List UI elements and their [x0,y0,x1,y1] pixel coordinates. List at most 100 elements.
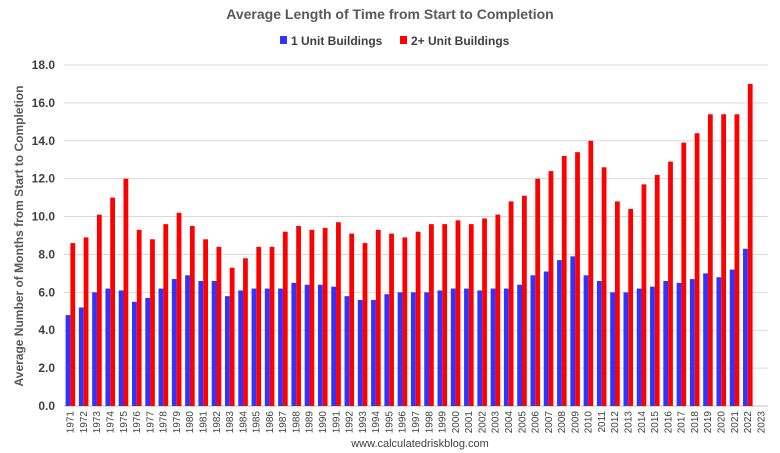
y-tick-label: 4.0 [38,323,55,337]
bar-1-unit [304,284,310,406]
legend-swatch-2plus-unit [400,36,407,44]
x-tick-label: 1996 [398,411,409,434]
legend-label-2plus-unit: 2+ Unit Buildings [411,34,510,48]
x-tick-label: 2013 [624,411,635,434]
x-tick-label: 1991 [331,411,342,434]
x-tick-label: 1984 [238,411,249,434]
x-tick-label: 1974 [105,411,116,434]
bar-2plus-unit [668,161,673,406]
bar-1-unit [570,256,576,406]
bar-2plus-unit [229,267,235,406]
x-axis-ticks: 1971 1972 1973 1974 1975 1976 1977 1978 1979 1980… [66,411,768,434]
x-tick-label: 1983 [225,411,236,434]
bar-1-unit [729,269,735,406]
bar-1-unit [145,298,151,406]
bar-1-unit [663,280,669,406]
legend-swatch-1-unit [280,36,287,44]
bar-1-unit [557,260,562,406]
x-tick-label: 1988 [291,411,302,434]
x-tick-label: 2010 [584,411,595,434]
x-tick-label: 2003 [491,411,502,434]
bar-2plus-unit [429,224,434,406]
x-tick-label: 2018 [690,411,701,434]
x-tick-label: 1998 [424,411,435,434]
bar-2plus-unit [216,246,222,406]
bar-1-unit [118,290,124,406]
bar-2plus-unit [256,246,262,406]
bar-2plus-unit [694,133,700,406]
bar-1-unit [105,288,111,406]
bar-2plus-unit [641,184,647,406]
bar-2plus-unit [402,237,408,406]
bar-2plus-unit [336,222,341,406]
bar-1-unit [530,275,536,406]
y-tick-label: 6.0 [38,285,55,299]
x-tick-label: 1972 [79,411,90,434]
bar-2plus-unit [468,224,474,406]
bar-1-unit [583,275,589,406]
x-tick-label: 1980 [185,411,196,434]
bar-2plus-unit [628,208,634,406]
bar-1-unit [185,275,190,406]
bar-2plus-unit [163,224,169,406]
bar-2plus-unit [548,171,554,406]
bar-2plus-unit [535,178,541,406]
bar-2plus-unit [322,227,328,406]
bar-1-unit [264,288,270,406]
bar-2plus-unit [495,214,501,406]
x-tick-label: 1994 [371,411,382,434]
bars [65,83,753,406]
bar-1-unit [384,294,390,406]
bar-1-unit [676,282,682,406]
bar-2plus-unit [734,114,740,406]
bar-1-unit [92,292,97,406]
bar-2plus-unit [747,83,753,406]
x-tick-label: 1971 [66,411,77,434]
x-tick-label: 2014 [637,411,648,434]
bar-1-unit [636,288,642,406]
bar-1-unit [158,288,164,406]
x-tick-label: 2004 [504,411,515,434]
x-tick-label: 2012 [610,411,621,434]
bar-1-unit [224,296,230,406]
bar-2plus-unit [189,226,195,406]
bar-2plus-unit [614,201,620,406]
bar-2plus-unit [575,152,580,406]
bar-1-unit [517,284,522,406]
bar-2plus-unit [70,243,76,406]
bar-2plus-unit [203,239,208,406]
bar-2plus-unit [654,174,660,406]
x-tick-label: 2001 [464,411,475,434]
bar-2plus-unit [588,140,594,406]
x-tick-label: 2000 [451,411,462,434]
bar-2plus-unit [110,197,116,406]
bar-1-unit [331,286,337,406]
x-tick-label: 1977 [145,411,156,434]
x-tick-label: 2005 [517,411,528,434]
y-tick-label: 10.0 [32,210,56,224]
x-tick-label: 2002 [477,411,488,434]
bar-2plus-unit [150,239,155,406]
x-tick-label: 2019 [703,411,714,434]
bar-1-unit [424,292,430,406]
bar-1-unit [317,284,323,406]
bar-2plus-unit [96,214,102,406]
x-tick-label: 1990 [318,411,329,434]
bar-1-unit [238,290,244,406]
bar-1-unit [171,279,177,406]
x-tick-label: 1973 [92,411,103,434]
x-tick-label: 2009 [570,411,581,434]
bar-1-unit [410,292,416,406]
bar-2plus-unit [349,233,355,406]
bar-2plus-unit [389,233,394,406]
bar-2plus-unit [721,114,727,406]
x-tick-label: 1975 [119,411,130,434]
bar-2plus-unit [362,243,368,406]
x-tick-label: 1993 [358,411,369,434]
bar-1-unit [450,288,456,406]
bar-2plus-unit [442,224,448,406]
bar-2plus-unit [455,220,461,406]
x-tick-label: 1978 [159,411,170,434]
x-tick-label: 1989 [305,411,316,434]
x-tick-label: 2011 [597,411,608,433]
